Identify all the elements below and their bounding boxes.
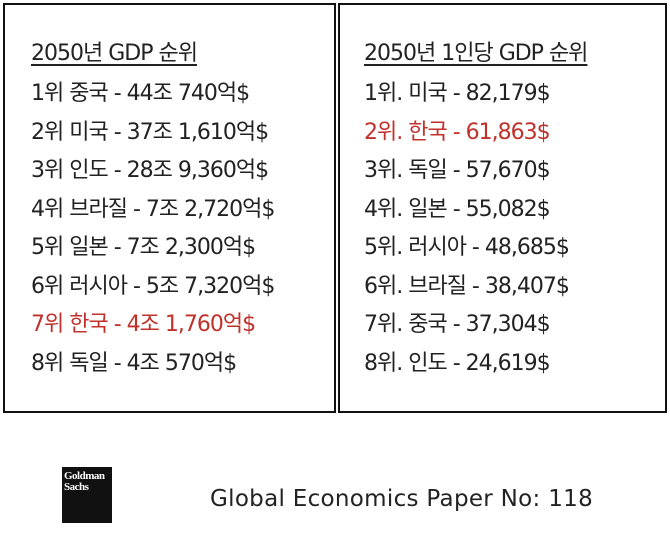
paper-caption: Global Economics Paper No: 118 <box>210 486 593 512</box>
ranking-row: 5위. 러시아 - 48,685$ <box>364 235 570 260</box>
ranking-row: 1위 중국 - 44조 740억$ <box>31 81 250 106</box>
ranking-row: 6위 러시아 - 5조 7,320억$ <box>31 273 275 299</box>
ranking-row: 1위. 미국 - 82,179$ <box>364 81 551 106</box>
per-capita-ranking-panel: 2050년 1인당 GDP 순위 1위. 미국 - 82,179$ 2위. 한국 … <box>338 3 667 413</box>
panel-title: 2050년 GDP 순위 <box>31 41 198 66</box>
logo: Goldman Sachs <box>62 467 112 523</box>
ranking-row: 8위 독일 - 4조 570억$ <box>31 350 237 376</box>
ranking-row: 8위. 인도 - 24,619$ <box>364 350 551 376</box>
gdp-ranking-panel: 2050년 GDP 순위 1위 중국 - 44조 740억$ 2위 미국 - 37… <box>3 3 336 413</box>
ranking-row: 2위. 한국 - 61,863$ <box>364 119 551 145</box>
ranking-row: 7위 한국 - 4조 1,760억$ <box>31 312 256 337</box>
ranking-row: 3위. 독일 - 57,670$ <box>364 158 551 183</box>
ranking-row: 7위. 중국 - 37,304$ <box>364 312 551 337</box>
ranking-row: 2위 미국 - 37조 1,610억$ <box>31 119 269 145</box>
ranking-row: 4위 브라질 - 7조 2,720억$ <box>31 196 275 222</box>
ranking-list: 2050년 GDP 순위 1위 중국 - 44조 740억$ 2위 미국 - 37… <box>31 35 275 383</box>
ranking-row: 3위 인도 - 28조 9,360억$ <box>31 158 269 183</box>
panel-title: 2050년 1인당 GDP 순위 <box>364 41 588 66</box>
ranking-list: 2050년 1인당 GDP 순위 1위. 미국 - 82,179$ 2위. 한국 … <box>364 35 588 383</box>
ranking-row: 4위. 일본 - 55,082$ <box>364 196 551 222</box>
ranking-row: 5위 일본 - 7조 2,300억$ <box>31 235 256 260</box>
ranking-row: 6위. 브라질 - 38,407$ <box>364 273 570 299</box>
